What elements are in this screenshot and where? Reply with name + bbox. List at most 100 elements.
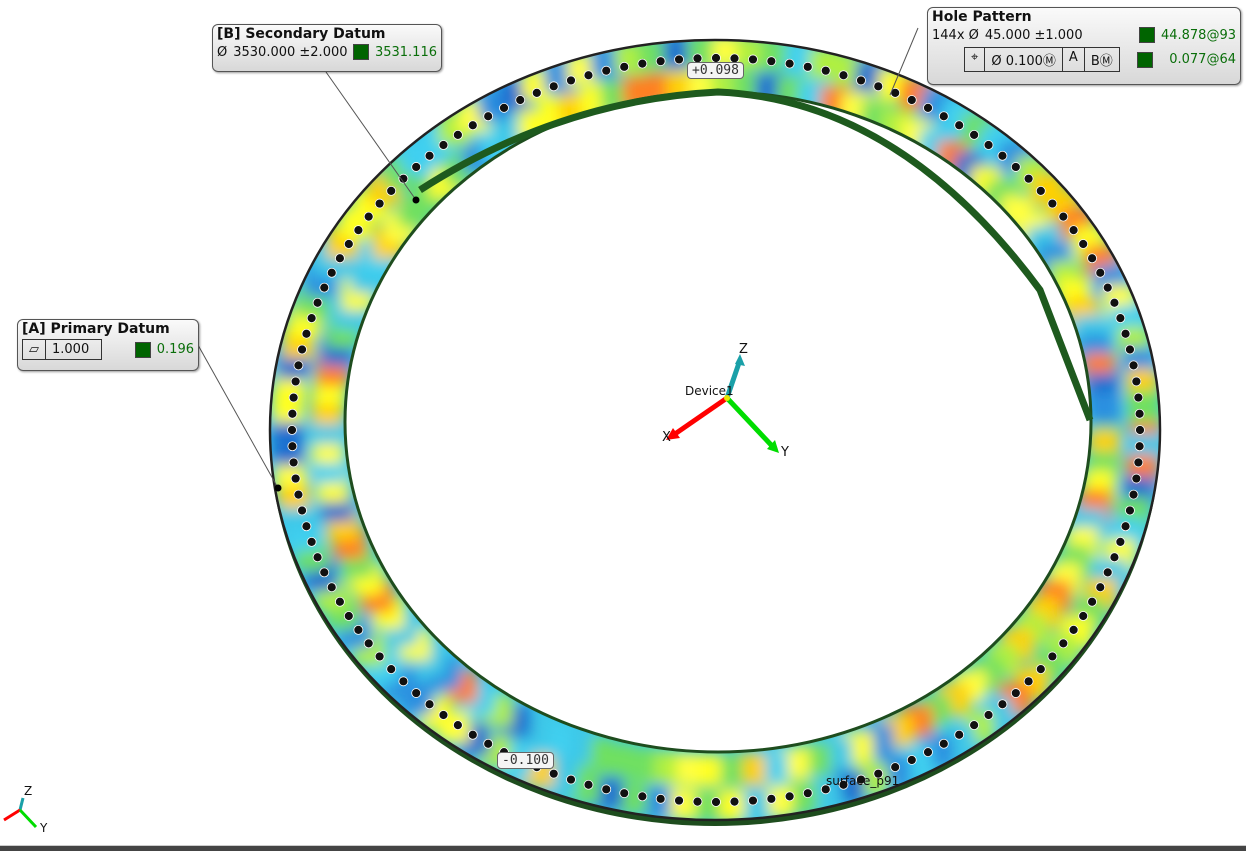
hole-pattern-callout[interactable]: Hole Pattern 144x Ø 45.000 ±1.000 44.878… xyxy=(927,7,1241,85)
hole xyxy=(619,788,630,799)
hole xyxy=(1035,185,1046,196)
datum-b-marker xyxy=(412,196,420,204)
hole xyxy=(548,81,559,92)
hole xyxy=(411,162,422,172)
hole xyxy=(301,521,312,532)
status-swatch xyxy=(1137,51,1154,68)
hole xyxy=(784,58,795,69)
hole xyxy=(923,747,933,758)
hole xyxy=(1131,473,1142,484)
hole xyxy=(363,211,374,222)
hole xyxy=(1047,198,1058,209)
position-tolerance: Ø 0.100Ⓜ xyxy=(985,48,1063,71)
nominal-value: 45.000 ±1.000 xyxy=(984,27,1083,43)
hole xyxy=(923,102,933,113)
hole xyxy=(692,796,703,807)
hole xyxy=(288,457,299,468)
hole xyxy=(1058,638,1069,649)
hole xyxy=(729,796,740,807)
diameter-icon: Ø xyxy=(217,44,228,60)
hole xyxy=(1102,567,1113,578)
hole xyxy=(938,738,949,749)
status-swatch xyxy=(1138,27,1155,43)
hole xyxy=(1087,253,1097,264)
callout-title: [B] Secondary Datum xyxy=(217,26,386,42)
hole xyxy=(306,536,317,547)
hole xyxy=(411,688,422,698)
hole xyxy=(326,267,337,278)
hole xyxy=(548,768,559,779)
hole xyxy=(1078,611,1089,621)
hole xyxy=(287,408,298,419)
hole xyxy=(601,65,612,76)
hole xyxy=(374,198,385,209)
hole xyxy=(969,129,980,140)
hole xyxy=(467,120,478,131)
hole xyxy=(335,253,345,264)
hole xyxy=(983,710,994,720)
hole xyxy=(386,185,397,196)
measured-position: 0.077@64 xyxy=(1169,52,1236,67)
hole xyxy=(1131,376,1142,387)
hole xyxy=(906,95,917,105)
hole xyxy=(784,791,795,802)
hole xyxy=(969,720,980,731)
hole xyxy=(1078,239,1089,249)
hole xyxy=(1125,505,1135,516)
hole xyxy=(890,762,901,773)
corner-y-label: Y xyxy=(40,821,48,835)
secondary-datum-callout[interactable]: [B] Secondary Datum Ø 3530.000 ±2.000 35… xyxy=(212,24,442,72)
deviation-patch xyxy=(1088,392,1121,425)
min-deviation-tag[interactable]: -0.100 xyxy=(497,752,554,769)
hole xyxy=(954,120,965,131)
corner-z-label: Z xyxy=(24,784,33,798)
hole xyxy=(820,65,831,76)
hole xyxy=(938,111,949,122)
hole xyxy=(583,779,594,790)
hole xyxy=(856,75,866,86)
primary-datum-callout[interactable]: [A] Primary Datum ▱ 1.000 0.196 xyxy=(17,319,199,371)
hole xyxy=(566,75,576,86)
hole xyxy=(1120,521,1131,532)
datum-b-ref: BⓂ xyxy=(1090,54,1113,69)
hole xyxy=(1095,582,1106,593)
leader-lines xyxy=(197,27,919,489)
hole xyxy=(483,738,494,749)
hole xyxy=(1120,328,1131,339)
inner-wall xyxy=(418,88,1094,422)
hole xyxy=(1047,651,1058,662)
corner-triad xyxy=(3,797,38,829)
hole xyxy=(386,664,397,675)
hole xyxy=(293,489,304,500)
hole xyxy=(290,473,301,484)
hole xyxy=(353,225,364,236)
hole xyxy=(1035,664,1046,675)
hole xyxy=(637,58,648,69)
hole xyxy=(1109,552,1120,563)
hole xyxy=(1010,162,1021,172)
hole xyxy=(343,611,354,621)
hole xyxy=(766,793,777,804)
hole xyxy=(326,582,337,593)
hole xyxy=(838,779,849,790)
hole xyxy=(438,140,449,150)
hole xyxy=(288,392,299,403)
max-deviation-tag[interactable]: +0.098 xyxy=(687,62,744,79)
ring-inner-edge xyxy=(343,90,1093,754)
device-label: Device1 xyxy=(685,384,734,398)
hole xyxy=(1134,408,1145,419)
hole xyxy=(301,328,312,339)
datum-a-ref: A xyxy=(1063,48,1085,71)
hole xyxy=(637,791,648,802)
hole xyxy=(1115,313,1126,324)
hole xyxy=(655,56,666,67)
hole xyxy=(1087,596,1097,607)
hole-count: 144x Ø xyxy=(932,27,979,43)
hole xyxy=(1135,425,1145,435)
measured-value: 3531.116 xyxy=(374,44,437,60)
hole xyxy=(398,173,409,184)
hole-pattern xyxy=(287,53,1145,807)
hole xyxy=(424,699,435,710)
deviation-patch xyxy=(1128,390,1160,423)
